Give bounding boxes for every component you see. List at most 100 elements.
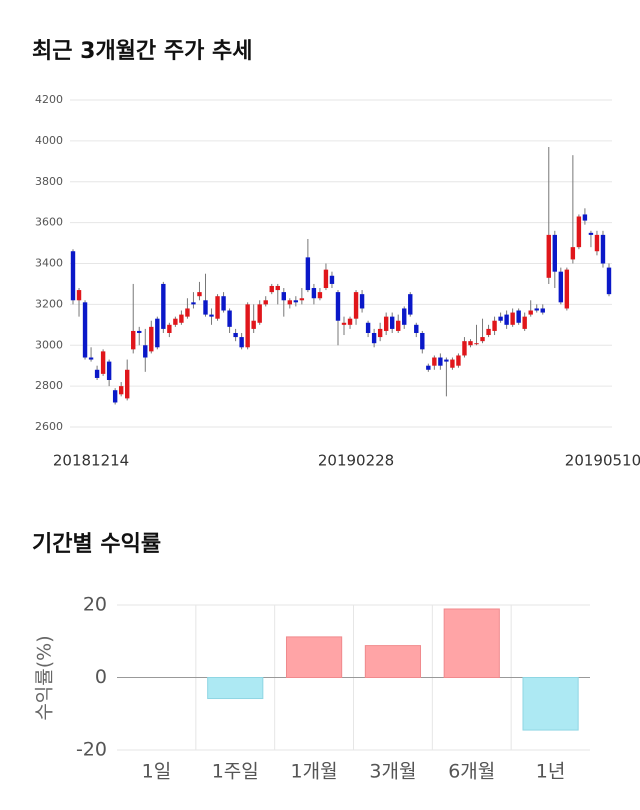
candle-body: [197, 292, 202, 297]
candle-body: [582, 214, 588, 221]
candle-body: [106, 361, 112, 380]
candle-body: [317, 292, 323, 299]
bar: [364, 645, 422, 678]
candle-body: [486, 328, 491, 336]
chart-title: 기간별 수익률: [32, 532, 161, 557]
candle-body: [112, 390, 118, 403]
x-tick-label: 20181214: [53, 452, 129, 470]
candle-body: [70, 251, 76, 301]
candle-body: [408, 294, 413, 315]
candle-body: [209, 314, 214, 317]
candle-body: [371, 332, 377, 344]
candle-body: [402, 308, 407, 325]
candle-body: [588, 232, 594, 235]
candle-body: [498, 316, 503, 321]
candle-body: [76, 290, 82, 301]
candle-body: [94, 369, 100, 378]
candle-body: [329, 275, 335, 284]
candle-body: [462, 341, 467, 356]
candle-body: [311, 288, 317, 299]
y-tick-label: 3200: [35, 297, 63, 310]
candle-body: [365, 322, 371, 333]
candle-body: [118, 386, 124, 395]
candle-body: [540, 308, 545, 313]
candle-body: [359, 294, 365, 309]
candle-body: [510, 312, 515, 325]
candle-body: [377, 328, 383, 338]
candle-body: [450, 359, 455, 368]
candle-body: [347, 318, 353, 325]
x-tick-label: 1주일: [212, 761, 259, 783]
y-tick-label: 2800: [35, 379, 63, 392]
y-tick-label: 2600: [35, 420, 63, 433]
candle-body: [468, 341, 473, 346]
candle-body: [420, 332, 425, 350]
candle-body: [173, 318, 178, 325]
candle-body: [600, 234, 606, 264]
candle-body: [131, 330, 136, 350]
y-tick-label: 3000: [35, 338, 63, 351]
y-tick-label: -20: [76, 739, 107, 761]
candle-body: [281, 292, 286, 301]
candle-body: [474, 343, 479, 345]
candle-body: [383, 316, 389, 331]
candle-body: [444, 359, 449, 362]
y-tick-label: 0: [95, 666, 107, 688]
chart-title: 최근 3개월간 주가 추세: [32, 39, 252, 64]
bar: [522, 677, 579, 731]
candle-body: [167, 324, 172, 333]
bar: [443, 608, 500, 678]
x-tick-label: 1년: [536, 761, 566, 783]
candle-body: [389, 316, 395, 329]
candle-body: [504, 314, 509, 325]
candle-body: [185, 308, 190, 317]
candle-body: [227, 310, 232, 327]
candle-body: [534, 308, 539, 311]
candle-body: [221, 296, 226, 311]
candle-body: [341, 322, 347, 325]
candle-body: [233, 332, 238, 338]
candle-body: [564, 269, 570, 309]
candle-body: [269, 285, 274, 293]
x-tick-label: 20190228: [318, 452, 394, 470]
y-tick-label: 3800: [35, 175, 63, 188]
y-tick-label: 20: [83, 594, 107, 616]
y-axis-label: 수익률(%): [34, 635, 56, 720]
candle-body: [606, 267, 612, 295]
candle-body: [516, 310, 521, 323]
candle-body: [88, 357, 94, 360]
candle-body: [528, 310, 533, 315]
bar: [285, 636, 343, 679]
candle-body: [492, 320, 497, 331]
candle-body: [191, 302, 196, 305]
candle-body: [257, 304, 262, 323]
y-tick-label: 3400: [35, 257, 63, 270]
candle-body: [239, 337, 244, 348]
candle-body: [215, 296, 220, 319]
candle-body: [552, 234, 557, 272]
candle-body: [263, 300, 268, 305]
candle-body: [299, 298, 305, 301]
candle-body: [576, 216, 582, 248]
y-tick-label: 3600: [35, 216, 63, 229]
x-tick-label: 6개월: [448, 761, 495, 783]
candle-body: [275, 285, 280, 291]
candle-body: [293, 300, 299, 303]
candle-body: [245, 304, 250, 348]
candle-body: [546, 234, 551, 278]
candle-body: [335, 292, 341, 321]
candle-body: [305, 257, 311, 291]
candle-body: [137, 330, 142, 333]
candle-body: [456, 355, 461, 366]
candle-body: [323, 269, 329, 289]
x-tick-label: 20190510: [565, 452, 640, 470]
candle-body: [143, 345, 148, 358]
candle-body: [125, 369, 130, 399]
candle-body: [432, 357, 437, 366]
candle-body: [179, 314, 184, 323]
candle-body: [100, 351, 106, 374]
candle-body: [155, 318, 160, 348]
bar: [207, 677, 264, 700]
candle-body: [438, 357, 443, 366]
candle-body: [558, 271, 564, 303]
